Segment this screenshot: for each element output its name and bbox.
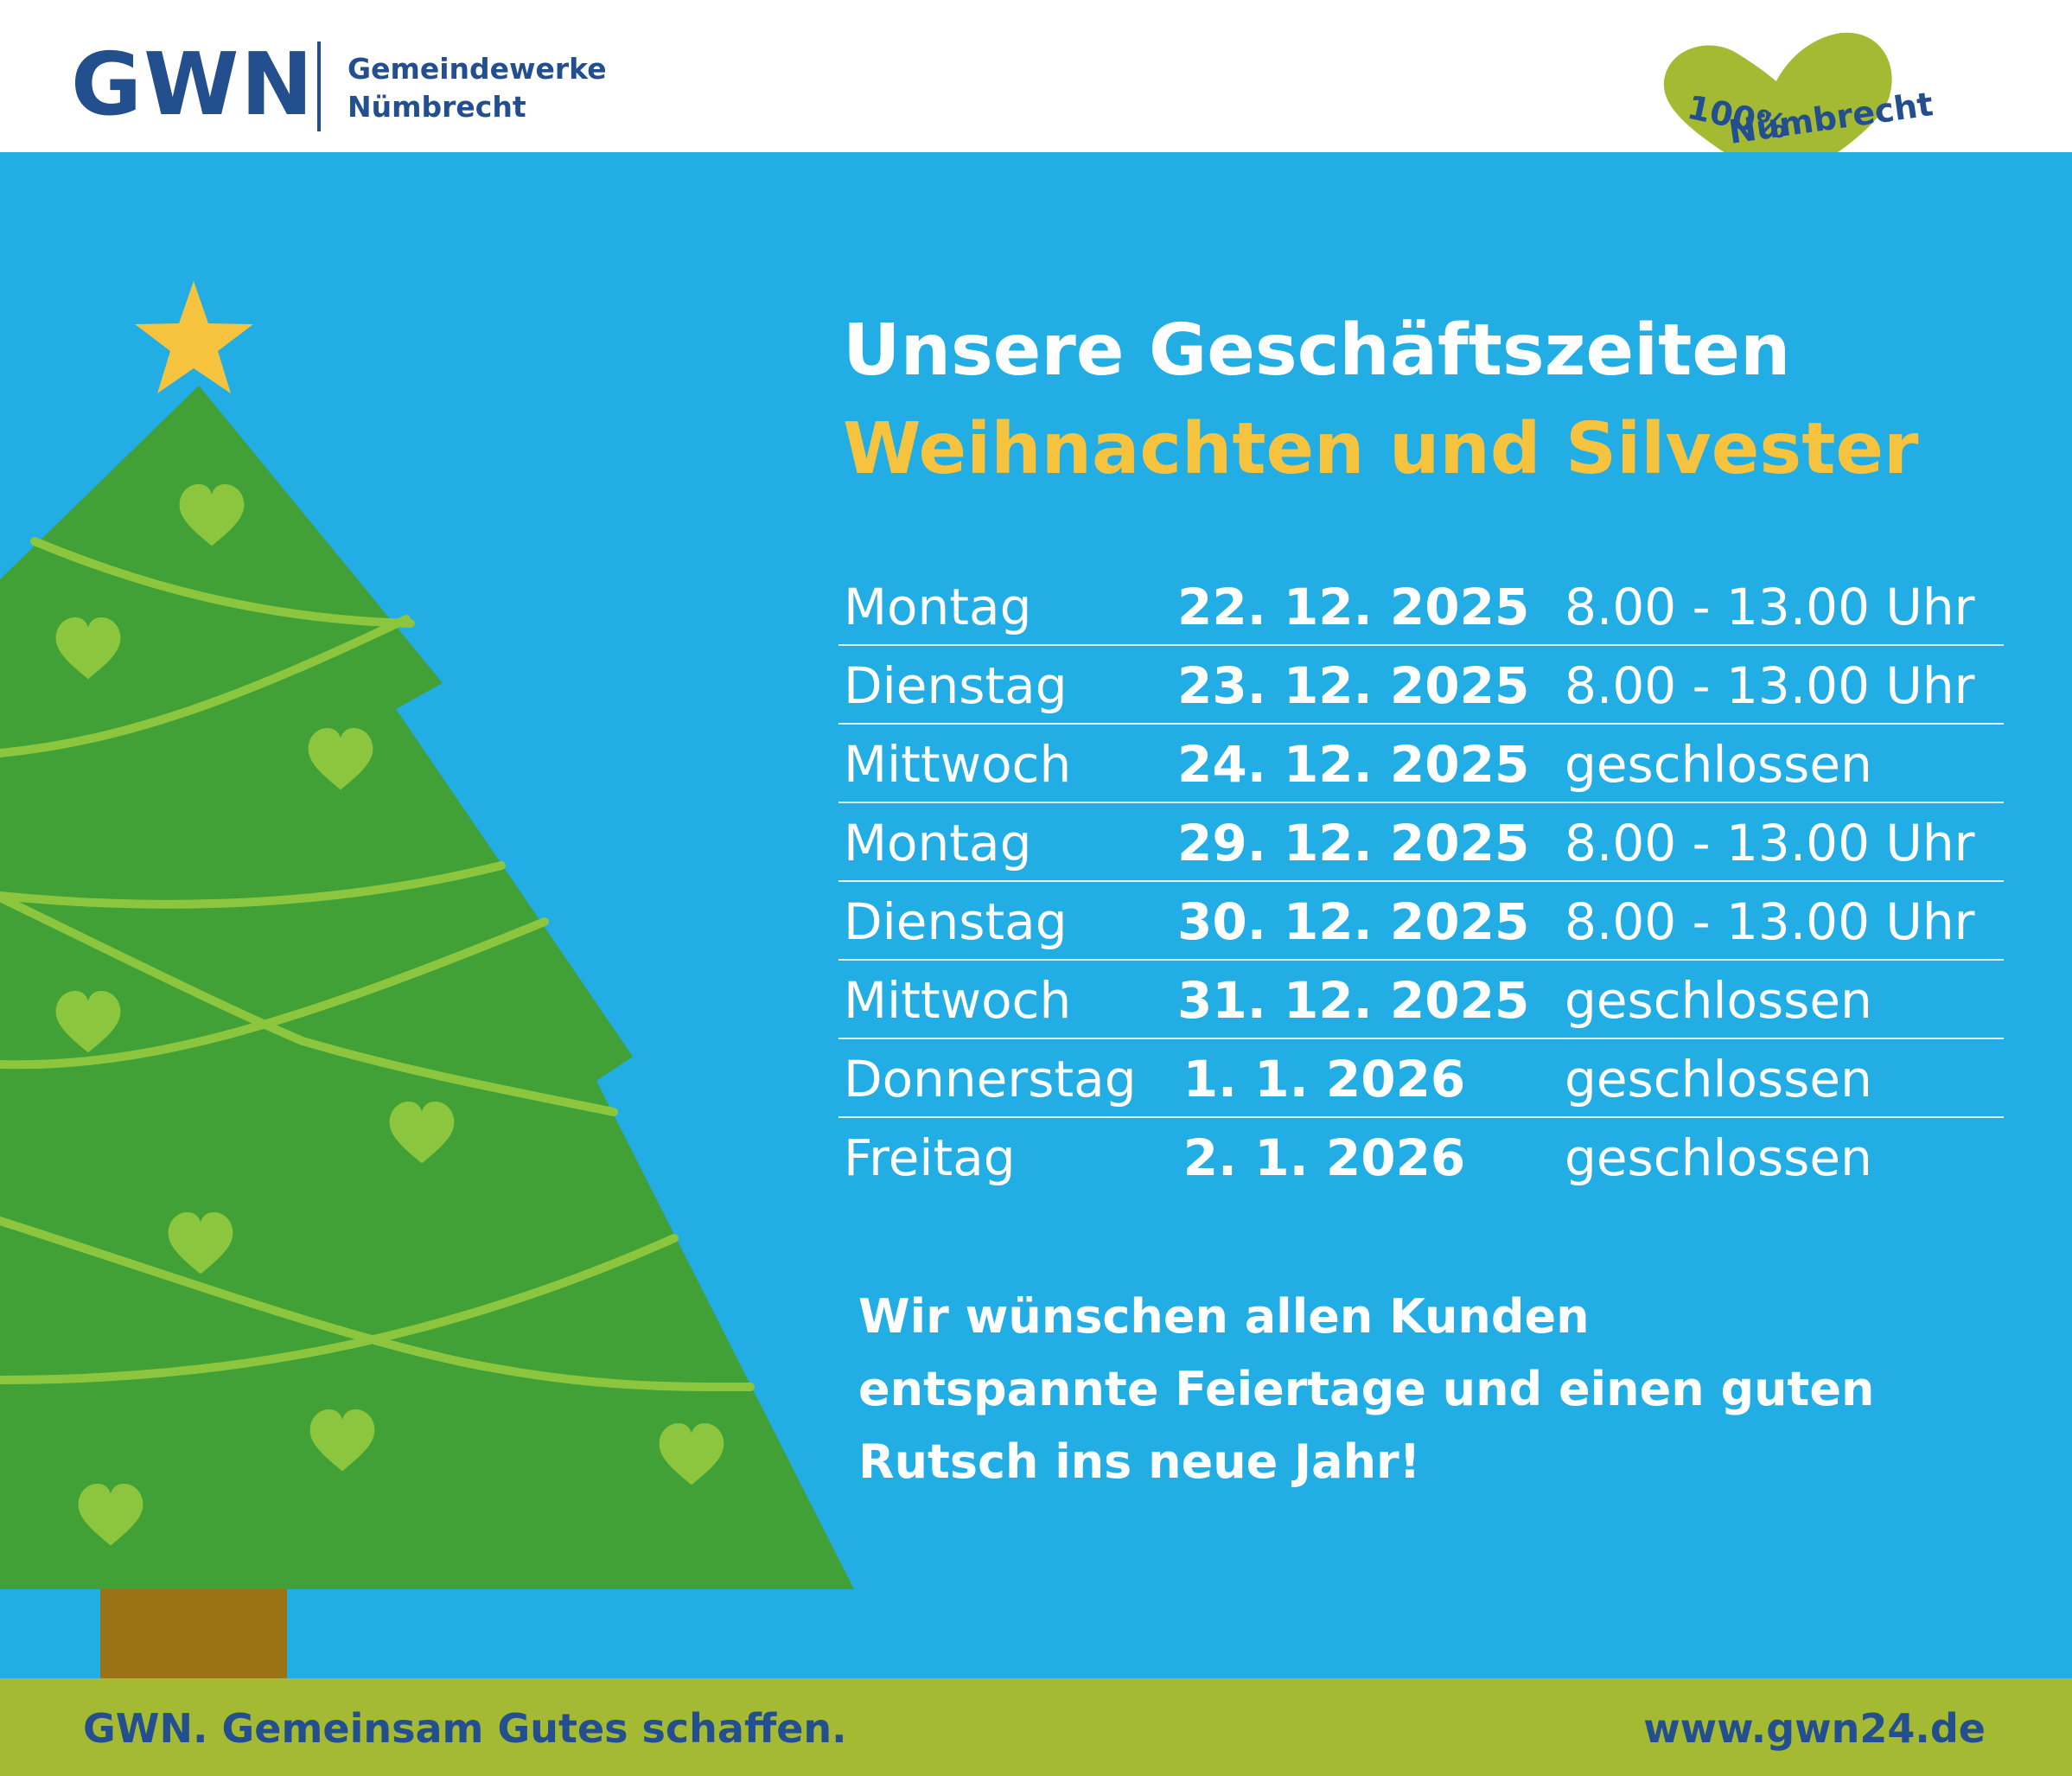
- schedule-day: Dienstag: [844, 656, 1068, 715]
- schedule-hours: 8.00 - 13.00 Uhr: [1565, 578, 1975, 636]
- greeting-line1: Wir wünschen allen Kunden: [858, 1289, 1590, 1344]
- star-icon: [135, 281, 253, 393]
- main-panel: Unsere Geschäftszeiten Weihnachten und S…: [0, 152, 2072, 1678]
- tree-garlands: [0, 537, 755, 1392]
- schedule-day: Montag: [844, 814, 1032, 872]
- schedule-hours: 8.00 - 13.00 Uhr: [1565, 892, 1975, 951]
- schedule-table: Montag 22. 12. 2025 8.00 - 13.00 Uhr Die…: [838, 567, 2004, 1195]
- schedule-hours: geschlossen: [1565, 1128, 1872, 1187]
- heart-badge-shape: [1663, 32, 1892, 192]
- schedule-date: 29. 12. 2025: [1177, 814, 1530, 872]
- footer-slogan: GWN. Gemeinsam Gutes schaffen.: [83, 1705, 847, 1752]
- schedule-date: 23. 12. 2025: [1177, 656, 1530, 715]
- company-name-line2: Nümbrecht: [347, 90, 526, 124]
- schedule-date: 22. 12. 2025: [1177, 578, 1530, 636]
- schedule-day: Freitag: [844, 1128, 1016, 1187]
- tree-trunk: [100, 1589, 287, 1678]
- greeting-message: Wir wünschen allen Kunden entspannte Fei…: [858, 1281, 1982, 1498]
- heart-icon: [168, 1212, 233, 1275]
- schedule-day: Dienstag: [844, 892, 1068, 951]
- schedule-row: Montag 22. 12. 2025 8.00 - 13.00 Uhr: [838, 567, 2004, 646]
- schedule-hours: 8.00 - 13.00 Uhr: [1565, 656, 1975, 715]
- title-line1: Unsere Geschäftszeiten: [843, 310, 1791, 392]
- heart-icon: [309, 1409, 375, 1472]
- schedule-day: Montag: [844, 578, 1032, 636]
- christmas-tree-icon: [0, 281, 854, 1678]
- schedule-row: Dienstag 23. 12. 2025 8.00 - 13.00 Uhr: [838, 646, 2004, 725]
- heart-icon: [55, 991, 121, 1053]
- heart-icon: [78, 1484, 143, 1546]
- schedule-day: Mittwoch: [844, 971, 1072, 1030]
- schedule-row: Dienstag 30. 12. 2025 8.00 - 13.00 Uhr: [838, 882, 2004, 961]
- schedule-date: 31. 12. 2025: [1177, 971, 1530, 1030]
- heart-icon: [55, 617, 121, 680]
- schedule-date: 24. 12. 2025: [1177, 735, 1530, 794]
- schedule-row: Montag 29. 12. 2025 8.00 - 13.00 Uhr: [838, 803, 2004, 882]
- schedule-date: 1. 1. 2026: [1183, 1050, 1466, 1108]
- schedule-date: 30. 12. 2025: [1177, 892, 1530, 951]
- title-line2: Weihnachten und Silvester: [843, 408, 1919, 490]
- heart-icon: [179, 484, 245, 546]
- schedule-row: Donnerstag 1. 1. 2026 geschlossen: [838, 1039, 2004, 1118]
- footer-url-link[interactable]: www.gwn24.de: [1643, 1705, 1986, 1752]
- header: GWN Gemeindewerke Nümbrecht 100% Nümbrec…: [0, 0, 2072, 192]
- company-name: Gemeindewerke Nümbrecht: [347, 50, 607, 126]
- tree-body: [0, 386, 854, 1589]
- schedule-row: Mittwoch 31. 12. 2025 geschlossen: [838, 961, 2004, 1039]
- heart-badge-icon: 100% Nümbrecht: [1663, 32, 1935, 192]
- schedule-row: Mittwoch 24. 12. 2025 geschlossen: [838, 725, 2004, 803]
- schedule-hours: geschlossen: [1565, 735, 1872, 794]
- schedule-day: Donnerstag: [844, 1050, 1137, 1108]
- logo-divider: [317, 42, 321, 131]
- logo-gwn[interactable]: GWN: [71, 34, 316, 135]
- tree-hearts: [55, 484, 724, 1546]
- heart-icon: [659, 1423, 724, 1485]
- schedule-row: Freitag 2. 1. 2026 geschlossen: [838, 1118, 2004, 1195]
- schedule-date: 2. 1. 2026: [1183, 1128, 1466, 1187]
- schedule-hours: geschlossen: [1565, 1050, 1872, 1108]
- heart-icon: [308, 728, 373, 790]
- greeting-line3: Rutsch ins neue Jahr!: [858, 1434, 1421, 1489]
- company-name-line1: Gemeindewerke: [347, 52, 607, 86]
- schedule-hours: 8.00 - 13.00 Uhr: [1565, 814, 1975, 872]
- schedule-day: Mittwoch: [844, 735, 1072, 794]
- greeting-line2: entspannte Feiertage und einen guten: [858, 1362, 1875, 1416]
- schedule-hours: geschlossen: [1565, 971, 1872, 1030]
- heart-icon: [389, 1102, 455, 1164]
- footer: GWN. Gemeinsam Gutes schaffen. www.gwn24…: [0, 1678, 2072, 1776]
